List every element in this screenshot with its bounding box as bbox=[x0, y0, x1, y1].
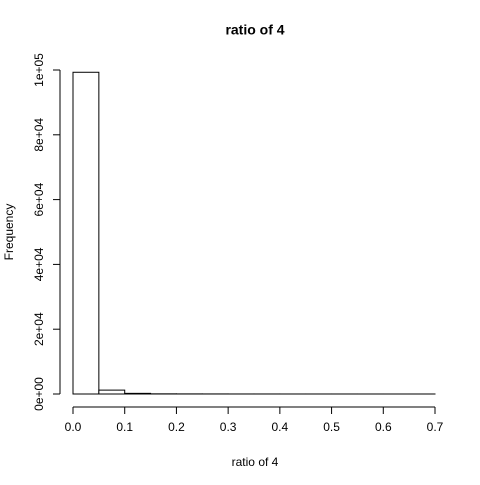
x-tick-label: 0.5 bbox=[323, 420, 340, 434]
chart-title: ratio of 4 bbox=[225, 22, 284, 38]
bar bbox=[99, 390, 125, 394]
x-tick-label: 0.1 bbox=[116, 420, 133, 434]
bar bbox=[73, 72, 99, 394]
y-tick-label: 6e+04 bbox=[32, 182, 46, 216]
y-tick-label: 2e+04 bbox=[32, 312, 46, 346]
x-tick-label: 0.7 bbox=[427, 420, 444, 434]
bar bbox=[125, 393, 151, 394]
y-axis-title: Frequency bbox=[2, 204, 16, 261]
x-tick-label: 0.3 bbox=[220, 420, 237, 434]
y-tick-label: 8e+04 bbox=[32, 118, 46, 152]
y-tick-label: 0e+00 bbox=[32, 377, 46, 411]
x-tick-label: 0.0 bbox=[65, 420, 82, 434]
y-tick-label: 4e+04 bbox=[32, 247, 46, 281]
x-tick-label: 0.2 bbox=[168, 420, 185, 434]
x-tick-label: 0.4 bbox=[272, 420, 289, 434]
y-tick-label: 1e+05 bbox=[32, 53, 46, 87]
x-tick-label: 0.6 bbox=[375, 420, 392, 434]
x-axis-title: ratio of 4 bbox=[232, 455, 279, 469]
